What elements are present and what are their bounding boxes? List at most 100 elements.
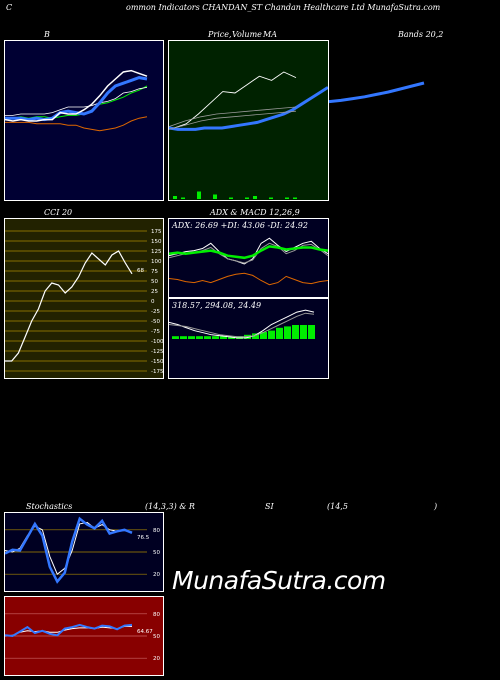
rsi-chart: 80 50 20 64.67 [5, 612, 160, 662]
rsi-tick-label: 50 [153, 634, 160, 640]
macd-histogram-bar [300, 325, 307, 339]
price-label: Price, [208, 30, 232, 39]
rsi-tick-label: 20 [153, 656, 160, 662]
macd-histogram-bar [252, 333, 259, 339]
cci-label: CCI 20 [44, 208, 73, 217]
volume-bar [269, 197, 273, 199]
cci-tick-label: -125 [151, 349, 163, 355]
volume-bar [293, 197, 297, 199]
macd-histogram-bar [292, 325, 299, 339]
stoch-tick-label: 50 [153, 550, 160, 556]
ma-long-line [169, 110, 297, 130]
macd-signal-line [169, 312, 315, 338]
macd-histogram-bar [172, 336, 179, 339]
macd-histogram-bar [188, 336, 195, 339]
macd-values: 318.57, 294.08, 24.49 [172, 301, 262, 310]
macd-histogram-bar [268, 330, 275, 339]
cci-tick-label: 75 [151, 269, 158, 275]
cci-tick-label: 175 [151, 229, 162, 235]
adx-series-line [169, 245, 328, 260]
cci-tick-label: -150 [151, 359, 163, 365]
macd-histogram-bar [196, 336, 203, 339]
bollinger-panel [4, 40, 164, 201]
title-prefix: C [6, 3, 13, 12]
bb-label: B [44, 30, 50, 39]
macd-panel: 318.57, 294.08, 24.49 [168, 298, 329, 379]
cci-tick-label: 25 [151, 289, 158, 295]
price-line [173, 71, 297, 129]
macd-histogram-bar [308, 325, 315, 339]
ma-extension-chart [329, 81, 425, 104]
volume-bar [285, 197, 289, 199]
cci-tick-label: -50 [151, 319, 160, 325]
cci-tick-label: 0 [151, 299, 155, 305]
stoch-panel: 80 50 20 76.5 [4, 512, 164, 592]
stoch-label: Stochastics [26, 502, 73, 511]
rsi-tick-label: 80 [153, 612, 160, 618]
title-text: ommon Indicators CHANDAN_ST Chandan Heal… [126, 3, 441, 12]
rsi-params: (14,5 [327, 502, 348, 511]
stoch-tick-label: 80 [153, 528, 160, 534]
cci-chart: 175 150 125 100 75 50 25 0 -25 -50 -75 -100 -125 -150… [5, 229, 163, 375]
cci-line [5, 250, 133, 362]
cci-panel: 175 150 125 100 75 50 25 0 -25 -50 -75 -100 -125 -150… [4, 218, 164, 379]
price-ma-panel [168, 40, 329, 201]
cci-tick-label: 100 [151, 259, 162, 265]
bb-series-line [5, 87, 148, 116]
macd-histogram-bar [276, 327, 283, 339]
cci-tick-label: 150 [151, 239, 162, 245]
stoch-value-label: 76.5 [137, 535, 150, 541]
adx-values: ADX: 26.69 +DI: 43.06 -DI: 24.92 [172, 221, 308, 230]
volume-bar [229, 197, 233, 199]
stoch-d-line [5, 521, 133, 575]
macd-histogram-bar [260, 332, 267, 339]
bb-series-line [5, 76, 148, 122]
cci-tick-label: 125 [151, 249, 162, 255]
rsi-label: SI [265, 502, 274, 511]
stoch-chart: 80 50 20 76.5 [5, 516, 160, 584]
stoch-tick-label: 20 [153, 572, 160, 578]
adx-panel: ADX: 26.69 +DI: 43.06 -DI: 24.92 [168, 218, 329, 298]
cci-tick-label: -25 [151, 309, 160, 315]
rsi-close: ) [434, 502, 438, 511]
macd-histogram-bar [220, 336, 227, 339]
adx-series-line [169, 272, 328, 286]
volume-bar [181, 197, 185, 199]
volume-bar [253, 196, 257, 199]
macd-histogram-bar [204, 336, 211, 339]
macd-histogram-bar [180, 336, 187, 339]
adx-series-line [169, 237, 328, 265]
bb-series-line [5, 116, 148, 132]
bands-label: Bands 20,2 [398, 30, 444, 39]
volume-bar [245, 197, 249, 199]
stoch-k-line [5, 516, 133, 584]
bb-series-line [5, 69, 148, 122]
watermark: MunafaSutra.com [172, 566, 386, 595]
cci-tick-label: -100 [151, 339, 163, 345]
macd-histogram-bar [284, 326, 291, 339]
adx-macd-label: ADX & MACD 12,26,9 [210, 208, 300, 217]
ma-label: MA [263, 30, 277, 39]
macd-chart [169, 309, 315, 339]
bollinger-chart [5, 69, 148, 132]
volume-label: Volume [232, 30, 262, 39]
macd-line [169, 309, 315, 339]
cci-tick-label: 50 [151, 279, 158, 285]
macd-histogram-bar [212, 336, 219, 339]
volume-bar [173, 196, 177, 199]
ma-short-line [169, 106, 297, 127]
rsi-panel: 80 50 20 64.67 [4, 596, 164, 676]
volume-bar [213, 194, 217, 199]
cci-tick-label: -175 [151, 369, 163, 375]
cci-tick-label: -75 [151, 329, 160, 335]
ma-extension-line [329, 81, 425, 104]
adx-chart [169, 237, 328, 286]
rsi-smooth-line [5, 625, 132, 637]
rsi-line [5, 623, 133, 638]
cci-value-label: 68 [137, 268, 144, 274]
rsi-value-label: 64.67 [137, 629, 153, 635]
stoch-params: (14,3,3) & R [145, 502, 195, 511]
volume-bar [197, 191, 201, 199]
price-ma-chart [169, 71, 328, 199]
ma-line [169, 86, 328, 131]
